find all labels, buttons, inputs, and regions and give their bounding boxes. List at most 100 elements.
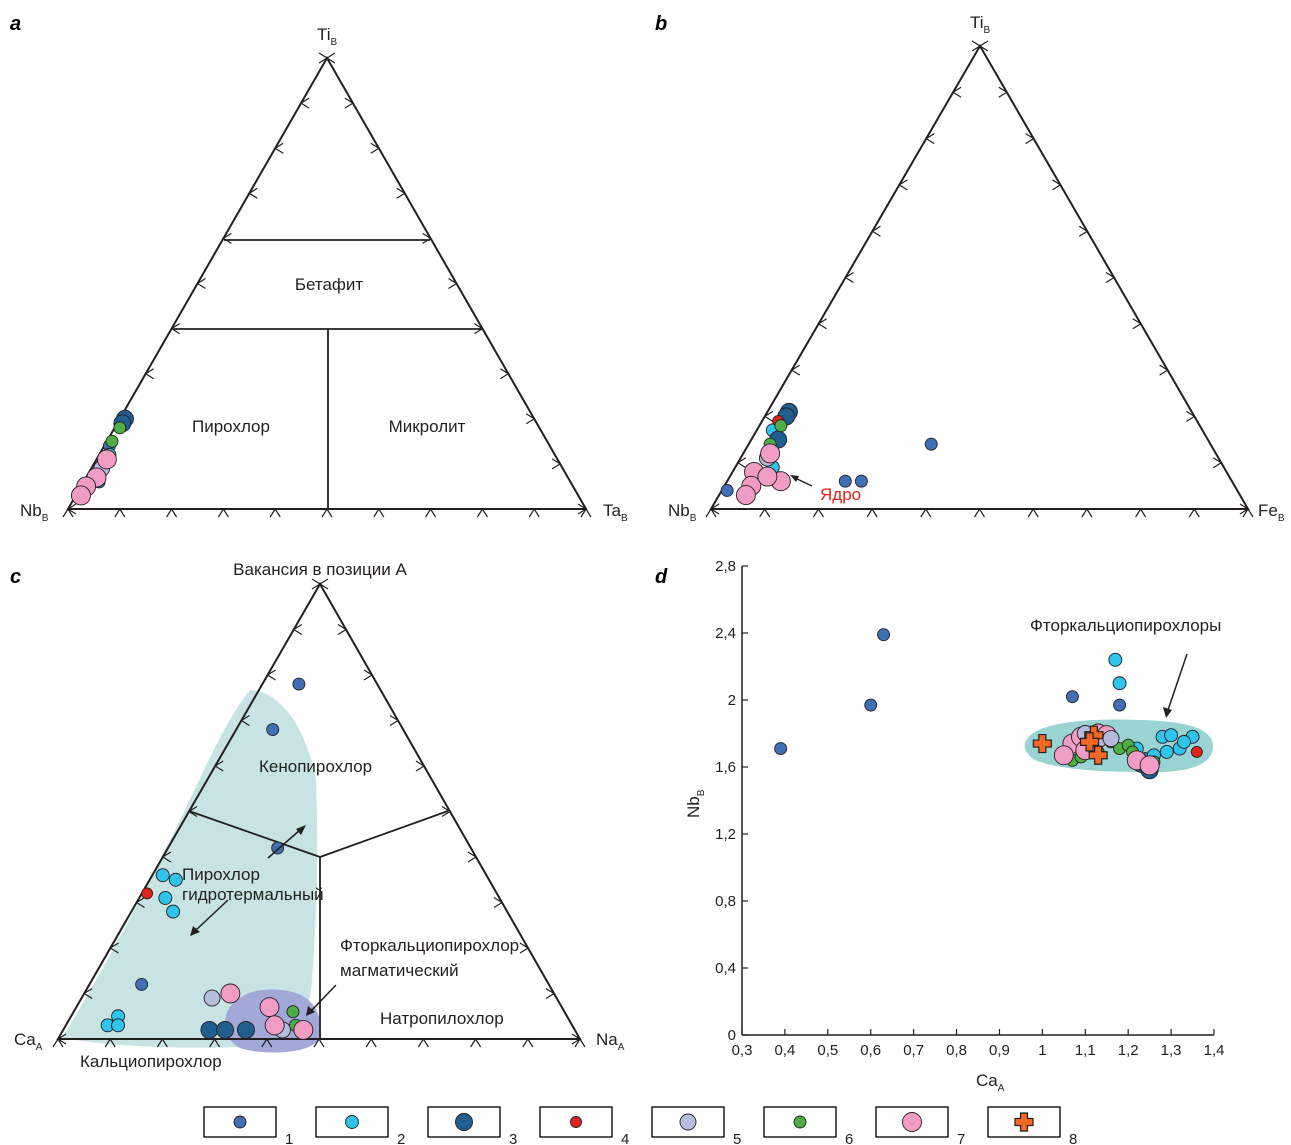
tick-mark xyxy=(274,142,284,154)
legend-item-6: 6 xyxy=(763,1106,853,1145)
tick-mark xyxy=(528,507,540,518)
legend-item-8: 8 xyxy=(987,1106,1077,1145)
tick-mark xyxy=(971,40,982,52)
y-tick-label: 0 xyxy=(728,1027,736,1044)
tick-mark xyxy=(474,323,484,335)
y-tick-label: 1,6 xyxy=(715,759,736,776)
tick-mark xyxy=(1186,410,1196,422)
data-points xyxy=(100,677,314,1040)
tick-mark xyxy=(467,851,478,863)
tick-mark xyxy=(52,1037,64,1048)
y-tick-label: 2,4 xyxy=(715,625,736,642)
data-point-group-7 xyxy=(757,466,778,487)
data-point-group-1 xyxy=(924,437,938,451)
data-point-group-8 xyxy=(1088,745,1108,765)
apex-label-base: Ti xyxy=(317,25,331,44)
apex-label-sub: B xyxy=(42,513,49,524)
type2-dot-icon xyxy=(345,1115,359,1129)
data-point-group-7 xyxy=(96,449,117,470)
x-tick-label: 1,1 xyxy=(1075,1042,1096,1059)
y-axis-label-sub: B xyxy=(696,789,707,796)
tick-mark xyxy=(1052,179,1062,191)
x-tick-label: 0,9 xyxy=(989,1042,1010,1059)
tick-mark xyxy=(321,507,333,518)
tick-mark xyxy=(292,623,303,636)
data-point-group-8 xyxy=(1032,733,1052,754)
panel-b: b TiB NbB FeB Ядро xyxy=(655,13,1285,524)
y-tick-label: 1,2 xyxy=(715,826,736,843)
data-point-group-6 xyxy=(105,434,119,448)
arrow-head-icon xyxy=(1163,707,1172,718)
legend-item-7: 7 xyxy=(875,1106,965,1145)
data-point-group-7 xyxy=(760,443,781,464)
y-tick-label: 2 xyxy=(728,692,736,709)
panel-a-letter: a xyxy=(10,13,21,35)
field-label-magmatic: магматический xyxy=(340,961,459,980)
tick-mark xyxy=(114,507,126,518)
data-point-group-7 xyxy=(70,485,91,506)
type4-dot-icon xyxy=(570,1116,582,1128)
apex-label-sub: B xyxy=(984,25,991,36)
tick-mark xyxy=(1081,507,1093,518)
tick-mark xyxy=(525,413,536,425)
arrow-head-icon xyxy=(790,475,799,482)
tick-mark xyxy=(1159,364,1169,376)
apex-label-sub: B xyxy=(1278,513,1285,524)
data-point-group-2 xyxy=(166,904,181,919)
panel-d: d 0,3 0,4 0,5 0,6 0,7 0,8 0,9 1 1,1 1,2 1,3 1,4 0 0,4… xyxy=(655,558,1224,1094)
apex-label-base: Ta xyxy=(603,501,622,520)
data-point-group-7 xyxy=(220,983,241,1004)
y-tick-label: 0,4 xyxy=(715,960,736,977)
annotation-core: Ядро xyxy=(820,485,861,504)
legend-label: 4 xyxy=(621,1131,629,1145)
apex-label-top: Вакансия в позиции А xyxy=(233,560,407,579)
legend-label: 1 xyxy=(285,1131,293,1145)
data-point-group-5 xyxy=(1102,730,1120,747)
tick-mark xyxy=(222,232,232,244)
legend-label: 5 xyxy=(733,1131,741,1145)
tick-mark xyxy=(522,1037,534,1048)
x-tick-label: 1,3 xyxy=(1161,1042,1182,1059)
legend: 1 2 3 4 5 6 7 8 xyxy=(203,1106,1077,1145)
legend-item-4: 4 xyxy=(539,1106,629,1145)
panel-d-letter: d xyxy=(655,566,668,588)
data-point-group-5 xyxy=(203,989,221,1007)
data-point-group-1 xyxy=(877,628,891,642)
annotation-arrow xyxy=(1167,653,1188,711)
tick-mark xyxy=(577,503,588,515)
tick-mark xyxy=(62,507,74,518)
legend-item-2: 2 xyxy=(315,1106,405,1145)
y-axis-label-base: Nb xyxy=(684,796,703,818)
tick-mark xyxy=(248,187,258,199)
type3-dot-icon xyxy=(455,1113,473,1131)
tick-mark xyxy=(144,368,155,380)
type1-dot-icon xyxy=(233,1115,247,1129)
data-point-group-1 xyxy=(1113,698,1127,712)
type5-dot-icon xyxy=(679,1113,697,1131)
type2-dot-icon xyxy=(345,1115,359,1129)
field-label-pyrochlore: Пирохлор xyxy=(192,417,270,436)
tick-mark xyxy=(1188,507,1200,518)
tick-mark xyxy=(545,987,556,1000)
data-point-group-1 xyxy=(135,977,149,991)
tick-marks xyxy=(52,578,586,1048)
tick-mark xyxy=(318,52,329,64)
tick-mark xyxy=(1132,318,1142,330)
tick-mark xyxy=(56,1033,67,1045)
data-point-group-4 xyxy=(141,887,154,900)
tick-mark xyxy=(104,1037,116,1048)
field-label-fluorcalciopyrochlore: Фторкальциопирохлор xyxy=(340,936,519,955)
x-tick-label: 0,7 xyxy=(903,1042,924,1059)
apex-label-right: FeB xyxy=(1258,501,1285,524)
tick-mark xyxy=(1027,507,1039,518)
tick-mark xyxy=(551,458,562,470)
tick-mark xyxy=(389,714,400,727)
data-point-group-1 xyxy=(292,677,306,691)
tick-mark xyxy=(1212,457,1223,469)
data-point-group-7 xyxy=(1139,755,1160,776)
tick-mark xyxy=(240,714,250,727)
field-boundaries xyxy=(173,239,482,509)
tick-mark xyxy=(866,507,878,518)
field-label-kenopyrochlore: Кенопирохлор xyxy=(259,757,372,776)
